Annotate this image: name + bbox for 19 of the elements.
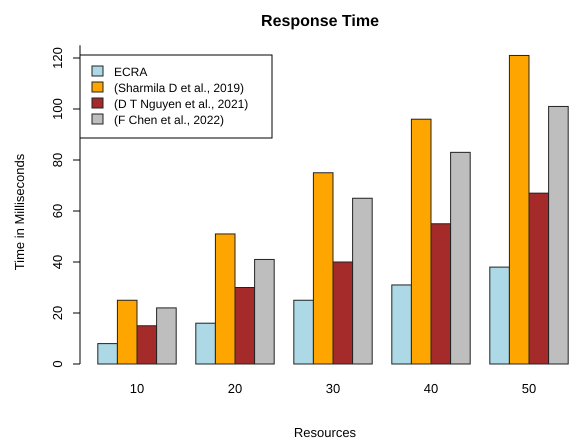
y-tick-label: 100 [50,98,65,120]
x-tick-label: 10 [130,381,144,396]
x-tick-label: 20 [228,381,242,396]
y-tick-label: 60 [50,204,65,218]
legend-label: (Sharmila D et al., 2019) [114,81,244,95]
legend-label: (F Chen et al., 2022) [114,113,224,127]
y-axis-title: Time in Milliseconds [12,153,27,270]
legend-label: (D T Nguyen et al., 2021) [114,97,248,111]
y-tick-label: 0 [50,360,65,368]
y-tick-label: 40 [50,254,65,270]
legend-label: ECRA [114,65,148,79]
x-tick-label: 30 [326,381,340,396]
x-tick-label: 50 [522,381,536,396]
x-axis-title: Resources [294,425,357,440]
x-tick-label: 40 [424,381,438,396]
chart-title: Response Time [261,13,380,30]
y-tick-label: 120 [50,47,65,69]
y-tick-label: 20 [50,306,65,320]
y-tick-label: 80 [50,152,65,168]
